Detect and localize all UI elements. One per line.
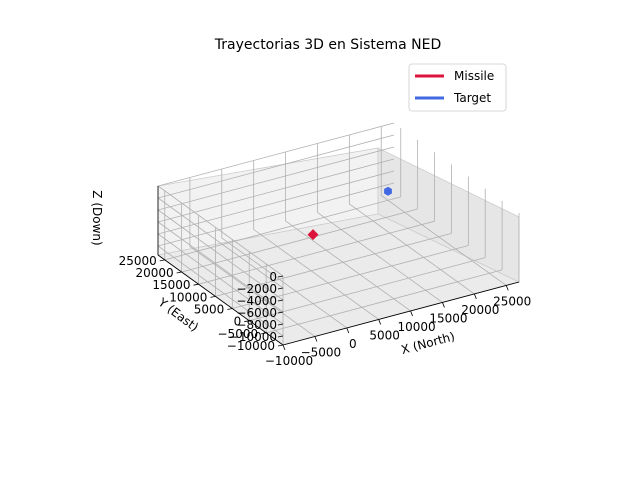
z-tick-mark xyxy=(277,287,284,290)
y-tick-mark xyxy=(244,320,250,323)
x-tick-mark xyxy=(314,336,318,342)
y-tick-mark xyxy=(176,271,182,274)
y-tick-mark xyxy=(210,295,216,298)
z-tick-mark xyxy=(277,335,284,338)
x-tick-mark xyxy=(378,319,382,325)
z-tick-label: −2000 xyxy=(236,282,277,296)
y-tick-mark xyxy=(277,344,284,347)
y-tick-mark xyxy=(159,259,165,262)
y-tick-mark xyxy=(193,283,199,286)
x-tick-mark xyxy=(410,310,413,317)
z-tick-label: 0 xyxy=(269,270,277,284)
x-tick-label: 15000 xyxy=(429,311,467,325)
x-tick-mark xyxy=(505,285,509,291)
target-point xyxy=(384,186,392,196)
y-tick-label: 5000 xyxy=(194,303,225,317)
z-tick-mark xyxy=(277,299,284,302)
x-tick-label: −5000 xyxy=(301,345,342,359)
x-gridline xyxy=(317,143,443,303)
x-gridline xyxy=(253,160,379,320)
z-tick-mark xyxy=(277,275,284,278)
z-ticks: 0−2000−4000−6000−8000−10000 xyxy=(229,270,284,344)
x-gridline xyxy=(380,126,507,286)
x-gridline xyxy=(285,151,411,312)
x-gridline xyxy=(189,177,316,337)
data-points xyxy=(307,186,392,241)
y-tick-label: 20000 xyxy=(135,266,173,280)
x-gridline xyxy=(221,168,348,329)
x-tick-mark xyxy=(282,344,286,351)
z-tick-label: −4000 xyxy=(236,294,277,308)
z-axis-label: Z (Down) xyxy=(90,190,104,245)
z-tick-label: −6000 xyxy=(236,306,277,320)
x-tick-label: 20000 xyxy=(461,303,499,317)
x-tick-mark xyxy=(473,293,477,300)
x-tick-label: 0 xyxy=(349,337,357,351)
x-tick-mark xyxy=(346,327,350,334)
y-tick-mark xyxy=(261,332,267,335)
x-tick-label: 10000 xyxy=(397,320,435,334)
legend-missile-label: Missile xyxy=(454,69,494,83)
y-tick-label: 25000 xyxy=(119,254,157,268)
legend: Missile Target xyxy=(408,63,507,112)
y-tick-label: 10000 xyxy=(169,290,207,304)
x-tick-label: 25000 xyxy=(493,294,531,308)
axis-lines xyxy=(157,186,520,346)
x-tick-mark xyxy=(442,302,445,308)
y-tick-label: −5000 xyxy=(218,327,259,341)
x-tick-label: 5000 xyxy=(369,328,400,342)
y-tick-mark xyxy=(227,308,233,310)
z-tick-mark xyxy=(277,323,284,326)
axes-panes xyxy=(157,147,521,346)
z-tick-mark xyxy=(277,311,284,314)
z-tick-label: −8000 xyxy=(236,318,277,332)
y-axis-line xyxy=(157,254,284,346)
y-tick-label: 0 xyxy=(234,315,242,329)
y-tick-label: 15000 xyxy=(152,278,190,292)
chart-title: Trayectorias 3D en Sistema NED xyxy=(214,37,441,53)
legend-target-label: Target xyxy=(453,91,491,105)
z-tick-label: −10000 xyxy=(229,330,277,344)
missile-point xyxy=(307,229,319,241)
x-gridline xyxy=(348,134,475,295)
x-tick-label: −10000 xyxy=(265,354,313,368)
x-axis-line xyxy=(282,281,520,346)
y-tick-label: −10000 xyxy=(227,339,275,353)
